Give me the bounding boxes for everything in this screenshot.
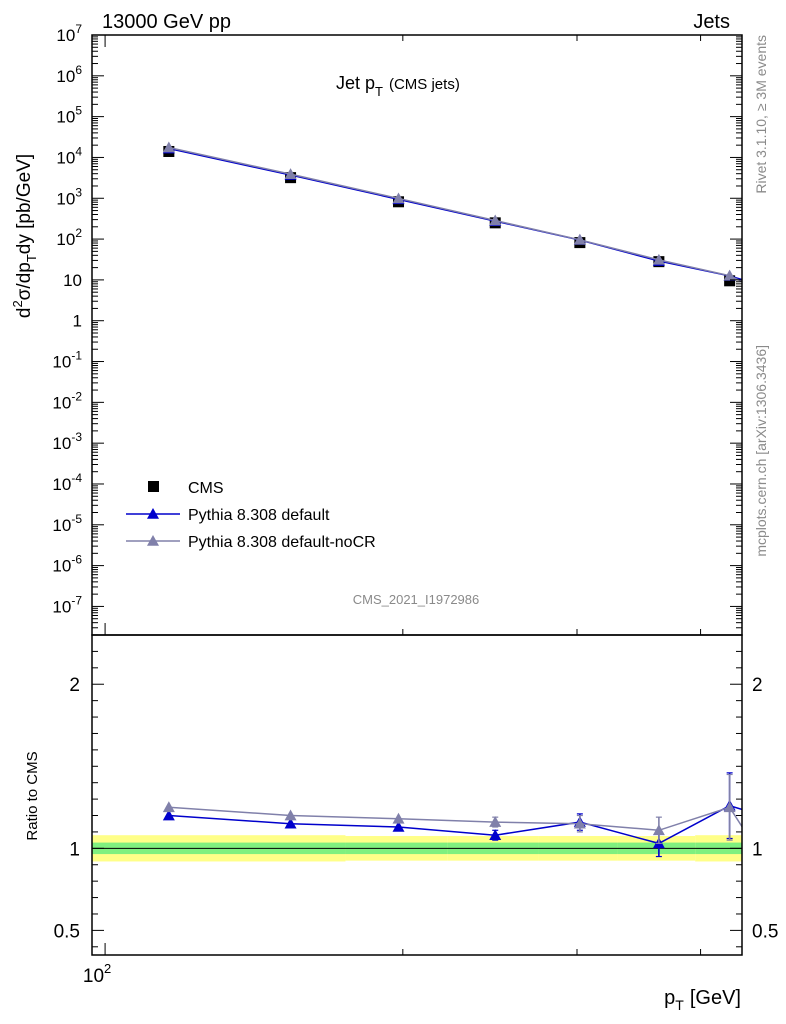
- ratio-point-1-3: [489, 816, 502, 827]
- x-axis-label: pT [GeV]: [664, 987, 741, 1013]
- main-ytick-label: 10-3: [52, 430, 82, 453]
- main-point-cms-6: [724, 275, 736, 287]
- main-point-2-0: [162, 141, 175, 153]
- legend-marker-1: [147, 508, 159, 519]
- ratio-point-1-6: [723, 801, 736, 813]
- main-y-tick-labels: 10710610510410310210110-110-210-310-410-…: [52, 22, 82, 616]
- main-point-2-6: [723, 269, 736, 281]
- ratio-ytick-label-right: 2: [752, 675, 763, 696]
- legend-marker-2: [147, 535, 159, 546]
- ratio-point-0-3: [489, 829, 502, 841]
- main-line-1: [168, 147, 742, 281]
- x-tick-label: 102: [83, 961, 111, 987]
- side-label-mcplots: mcplots.cern.ch [arXiv:1306.3436]: [753, 345, 769, 557]
- legend: CMS Pythia 8.308 default Pythia 8.308 defa…: [126, 480, 376, 551]
- ratio-ytick-label-right: 0.5: [752, 921, 778, 942]
- ratio-panel-series: [162, 772, 742, 858]
- legend-label-2: Pythia 8.308 default-noCR: [188, 534, 376, 551]
- main-ytick-label: 105: [56, 104, 82, 127]
- ratio-point-0-2: [392, 821, 405, 832]
- legend-label-0: CMS: [188, 480, 224, 497]
- band-outer-7: [763, 835, 786, 861]
- ratio-ytick-label-left: 2: [69, 675, 80, 696]
- header-right: Jets: [693, 11, 730, 33]
- ratio-line-0: [168, 804, 742, 845]
- main-ytick-label: 10-6: [52, 553, 82, 576]
- ratio-point-1-1: [284, 809, 297, 821]
- ratio-point-0-0: [162, 809, 175, 821]
- ratio-panel-frame: [91, 634, 743, 956]
- main-point-2-2: [392, 192, 405, 204]
- analysis-watermark: CMS_2021_I1972986: [353, 592, 480, 607]
- main-point-2-4: [573, 233, 586, 245]
- ratio-point-1-0: [162, 801, 175, 813]
- main-ytick-label: 104: [56, 144, 82, 167]
- ratio-point-0-1: [284, 817, 297, 829]
- main-ytick-label: 103: [56, 185, 82, 208]
- ratio-point-1-2: [392, 812, 405, 824]
- ratio-line-1: [168, 806, 742, 832]
- ratio-ytick-label-left: 0.5: [54, 921, 80, 942]
- main-ytick-label: 10-1: [52, 349, 82, 372]
- axis-ticks: [92, 34, 742, 955]
- main-ytick-label: 1: [73, 312, 82, 331]
- main-ytick-label: 107: [56, 22, 82, 45]
- main-point-2-3: [489, 214, 502, 226]
- x-tick-labels: 102103: [83, 961, 111, 987]
- main-ytick-label: 106: [56, 63, 82, 86]
- ratio-point-1-4: [573, 817, 586, 829]
- main-point-2-1: [284, 168, 297, 179]
- main-ytick-label: 10-2: [52, 389, 82, 412]
- side-label-rivet: Rivet 3.1.10, ≥ 3M events: [753, 35, 769, 194]
- ratio-point-1-5: [652, 824, 665, 836]
- main-line-2: [168, 146, 742, 283]
- ratio-ytick-label-left: 1: [69, 839, 80, 860]
- main-ytick-label: 10: [63, 271, 82, 290]
- main-ytick-label: 10-4: [52, 471, 82, 494]
- header-left: 13000 GeV pp: [102, 11, 231, 33]
- main-point-2-5: [652, 253, 665, 265]
- ratio-y-axis-label: Ratio to CMS: [24, 751, 41, 840]
- ratio-y-tick-labels: 2 2 1 1 0.5 0.5: [54, 675, 779, 942]
- legend-label-1: Pythia 8.308 default: [188, 507, 330, 524]
- legend-marker-0: [148, 481, 159, 492]
- main-y-axis-label: d2σ/dpTdy [pb/GeV]: [10, 154, 39, 318]
- plot-title: Jet pT (CMS jets): [336, 73, 460, 99]
- main-panel-series: [162, 141, 742, 287]
- band-inner-7: [763, 843, 786, 854]
- main-ytick-label: 102: [56, 226, 82, 249]
- main-ytick-label: 10-5: [52, 512, 82, 535]
- main-ytick-label: 10-7: [52, 593, 82, 616]
- ratio-ytick-label-right: 1: [752, 839, 763, 860]
